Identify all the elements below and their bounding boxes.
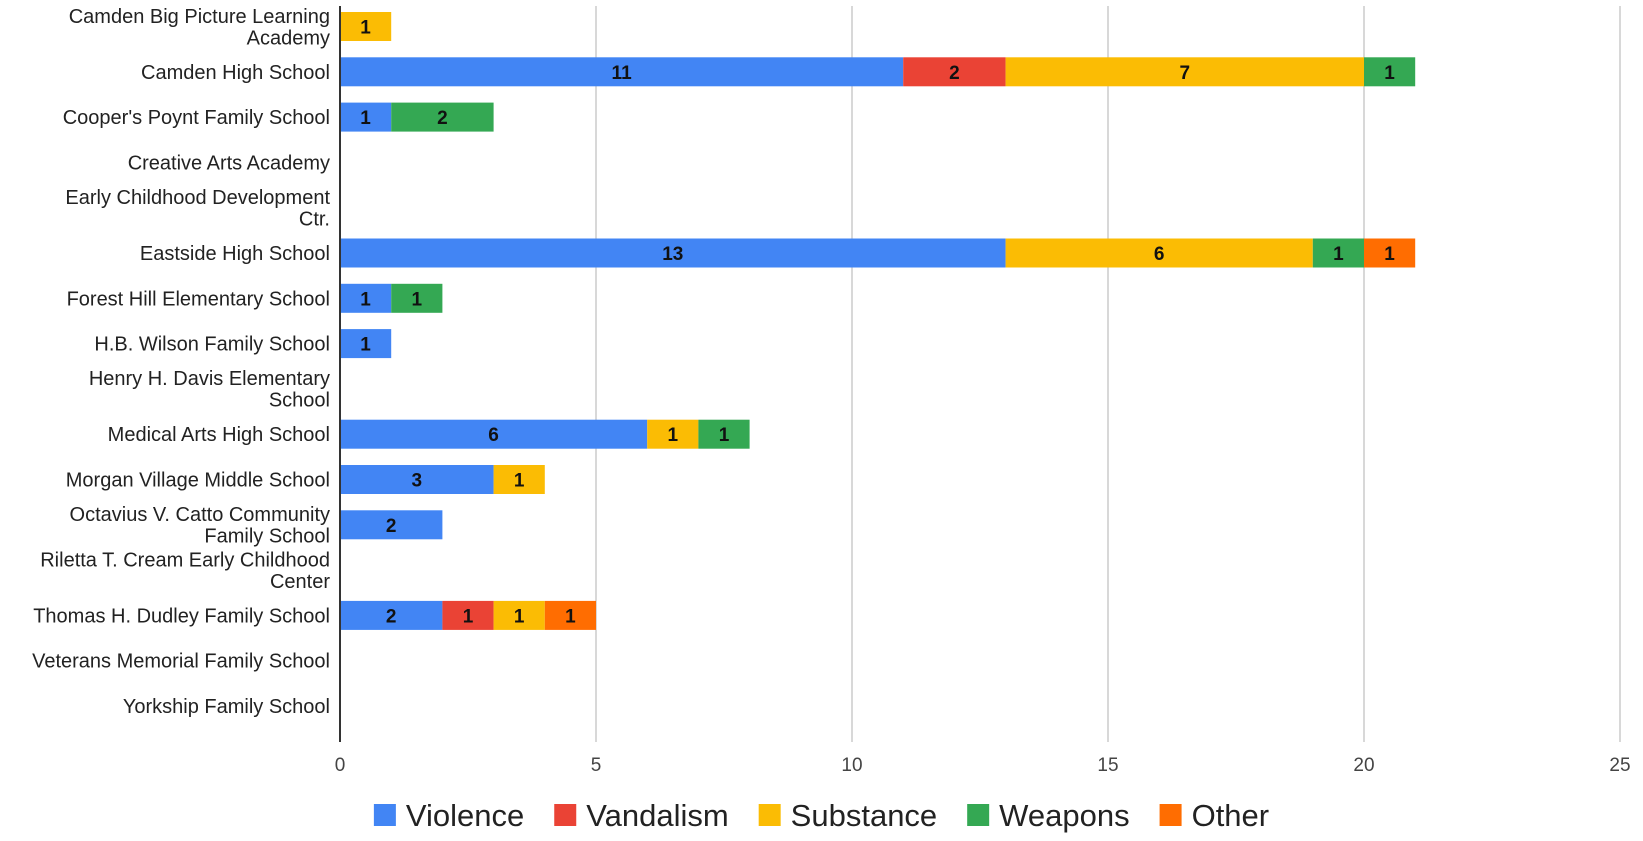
bar-value-label-other-thomas-h-dudley-family-school: 1: [565, 606, 576, 627]
bar-weapons-medical-arts-high-school: [698, 419, 750, 449]
bar-substance-morgan-village-middle-school: [493, 465, 545, 494]
bar-value-label-violence-morgan-village-middle-school: 3: [412, 471, 423, 492]
gridlines: [595, 6, 1621, 742]
bar-violence-medical-arts-high-school: [340, 419, 648, 449]
bar-value-label-weapons-forest-hill-elementary-school: 1: [412, 289, 423, 310]
category-label-early-childhood-development-ctr: Early Childhood Development Ctr.: [65, 187, 330, 231]
bar-weapons-cooper-s-poynt-family-school: [391, 102, 494, 132]
x-tick-label-10: 10: [841, 755, 862, 776]
x-tick-label-5: 5: [591, 755, 602, 776]
bar-value-label-weapons-cooper-s-poynt-family-school: 2: [437, 108, 448, 129]
category-label-h-b-wilson-family-school: H.B. Wilson Family School: [94, 334, 330, 356]
bar-substance-camden-big-picture-learning-academy: [340, 12, 392, 41]
bar-substance-thomas-h-dudley-family-school: [493, 600, 545, 630]
legend-swatch-weapons: [967, 804, 990, 826]
legend-label-vandalism: Vandalism: [586, 798, 728, 833]
legend-item-violence: Violence: [373, 798, 524, 833]
bar-value-label-weapons-eastside-high-school: 1: [1333, 244, 1344, 265]
legend-swatch-vandalism: [554, 804, 577, 826]
bar-value-label-other-eastside-high-school: 1: [1384, 244, 1395, 265]
bar-value-label-substance-eastside-high-school: 6: [1154, 244, 1165, 265]
bar-value-label-weapons-medical-arts-high-school: 1: [719, 425, 730, 446]
category-label-forest-hill-elementary-school: Forest Hill Elementary School: [67, 288, 330, 310]
bar-value-label-violence-h-b-wilson-family-school: 1: [360, 335, 371, 356]
category-label-creative-arts-academy: Creative Arts Academy: [128, 152, 330, 174]
bar-weapons-forest-hill-elementary-school: [391, 283, 443, 313]
bar-substance-camden-high-school: [1005, 57, 1364, 87]
x-tick-label-15: 15: [1097, 755, 1118, 776]
bar-value-label-violence-forest-hill-elementary-school: 1: [360, 289, 371, 310]
bar-substance-eastside-high-school: [1005, 238, 1313, 268]
bar-value-label-substance-camden-high-school: 7: [1180, 63, 1191, 84]
bar-value-label-violence-camden-high-school: 11: [612, 63, 633, 84]
bar-violence-cooper-s-poynt-family-school: [340, 102, 392, 132]
bar-value-label-violence-octavius-v-catto-community-family-school: 2: [386, 516, 397, 537]
category-label-thomas-h-dudley-family-school: Thomas H. Dudley Family School: [33, 605, 330, 627]
legend-label-substance: Substance: [791, 798, 938, 833]
bar-value-label-substance-thomas-h-dudley-family-school: 1: [514, 606, 525, 627]
category-label-camden-big-picture-learning-academy: Camden Big Picture Learning Academy: [69, 6, 330, 50]
legend-item-weapons: Weapons: [967, 798, 1130, 833]
category-labels: Camden Big Picture Learning Academy Camden…: [32, 6, 330, 718]
category-label-henry-h-davis-elementary-school: Henry H. Davis Elementary School: [89, 368, 330, 412]
category-label-cooper-s-poynt-family-school: Cooper's Poynt Family School: [63, 107, 330, 129]
bar-vandalism-thomas-h-dudley-family-school: [442, 600, 494, 630]
legend-item-vandalism: Vandalism: [554, 798, 729, 833]
legend: Violence Vandalism Substance Weapons Other: [373, 798, 1270, 833]
category-label-yorkship-family-school: Yorkship Family School: [123, 696, 330, 718]
bar-value-label-substance-camden-big-picture-learning-academy: 1: [360, 18, 371, 39]
legend-swatch-substance: [758, 804, 781, 826]
legend-item-substance: Substance: [758, 798, 938, 833]
bar-violence-morgan-village-middle-school: [340, 465, 494, 494]
bar-value-label-vandalism-thomas-h-dudley-family-school: 1: [463, 606, 474, 627]
bar-value-label-substance-medical-arts-high-school: 1: [668, 425, 679, 446]
bar-value-label-vandalism-camden-high-school: 2: [949, 63, 960, 84]
x-tick-labels: 0 5 10 15 20 25: [335, 755, 1631, 776]
category-label-eastside-high-school: Eastside High School: [140, 243, 330, 265]
bar-violence-eastside-high-school: [340, 238, 1006, 268]
legend-label-violence: Violence: [406, 798, 524, 833]
category-label-veterans-memorial-family-school: Veterans Memorial Family School: [32, 651, 330, 673]
bar-violence-h-b-wilson-family-school: [340, 329, 392, 359]
bar-vandalism-camden-high-school: [903, 57, 1006, 87]
bar-value-label-violence-medical-arts-high-school: 6: [488, 425, 499, 446]
bars: 111 2 7 11 213 6 1 11 116 1 13 122 1 1 1: [340, 12, 1416, 630]
bar-weapons-camden-high-school: [1364, 57, 1416, 87]
legend-label-weapons: Weapons: [999, 798, 1129, 833]
category-label-morgan-village-middle-school: Morgan Village Middle School: [66, 470, 330, 492]
legend-swatch-other: [1159, 804, 1182, 826]
bar-violence-camden-high-school: [340, 57, 904, 87]
bar-value-label-violence-cooper-s-poynt-family-school: 1: [360, 108, 371, 129]
bar-value-label-violence-eastside-high-school: 13: [662, 244, 683, 265]
category-label-octavius-v-catto-community-family-school: Octavius V. Catto Community Family School: [70, 504, 330, 548]
category-label-medical-arts-high-school: Medical Arts High School: [108, 424, 330, 446]
bar-value-label-weapons-camden-high-school: 1: [1384, 63, 1395, 84]
bar-violence-octavius-v-catto-community-family-school: [340, 510, 443, 540]
category-label-camden-high-school: Camden High School: [141, 62, 330, 84]
bar-violence-forest-hill-elementary-school: [340, 283, 392, 313]
bar-substance-medical-arts-high-school: [647, 419, 699, 449]
category-label-riletta-t-cream-early-childhood-center: Riletta T. Cream Early Childhood Center: [40, 549, 330, 593]
bar-violence-thomas-h-dudley-family-school: [340, 600, 443, 630]
legend-swatch-violence: [373, 804, 396, 826]
bar-other-eastside-high-school: [1364, 238, 1416, 268]
legend-label-other: Other: [1192, 798, 1270, 833]
bar-value-label-violence-thomas-h-dudley-family-school: 2: [386, 606, 397, 627]
legend-item-other: Other: [1159, 798, 1270, 833]
bar-other-thomas-h-dudley-family-school: [544, 600, 596, 630]
x-tick-label-20: 20: [1353, 755, 1374, 776]
bar-value-label-substance-morgan-village-middle-school: 1: [514, 471, 525, 492]
bar-weapons-eastside-high-school: [1312, 238, 1364, 268]
x-tick-label-0: 0: [335, 755, 346, 776]
x-tick-label-25: 25: [1609, 755, 1630, 776]
